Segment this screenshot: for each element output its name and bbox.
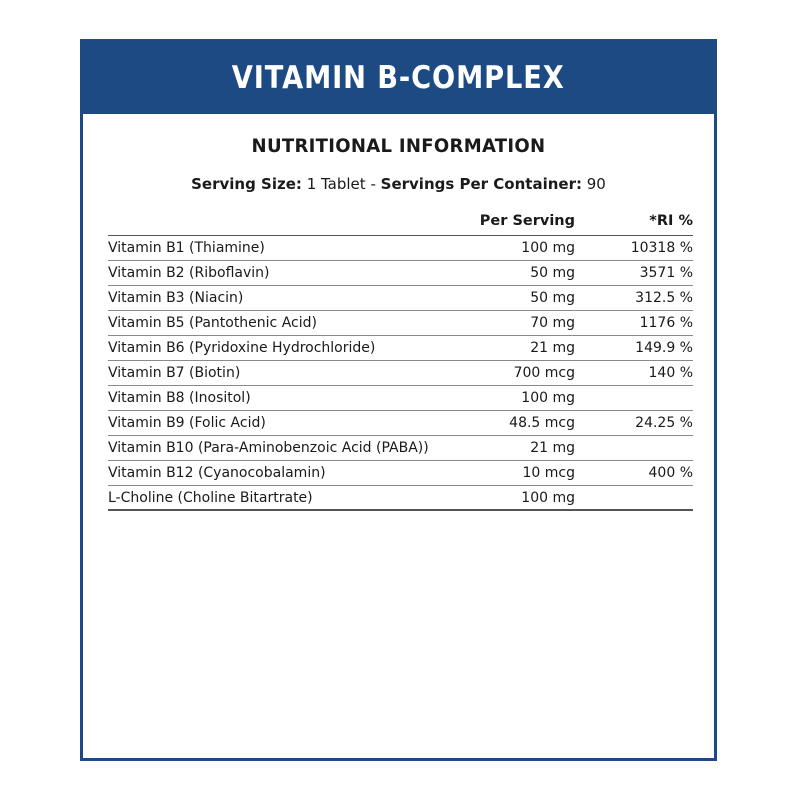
table-row: Vitamin B3 (Niacin) 50 mg 312.5 % [108,286,693,311]
per-serving-value: 100 mg [521,390,575,406]
nutrient-name: Vitamin B12 (Cyanocobalamin) [108,465,326,481]
nutrient-name: Vitamin B3 (Niacin) [108,290,244,306]
per-serving-value: 10 mcg [522,465,576,481]
table-row: Vitamin B2 (Riboflavin) 50 mg 3571 % [108,261,693,286]
ri-value: 400 % [648,465,693,481]
per-serving-value: 50 mg [530,265,575,281]
per-serving-value: 100 mg [521,240,575,256]
ri-value: 149.9 % [635,340,693,356]
header-divider [108,235,693,236]
table-row: Vitamin B10 (Para-Aminobenzoic Acid (PAB… [108,436,693,461]
servings-per-container-label: Servings Per Container: [380,175,582,193]
per-serving-value: 21 mg [530,340,575,356]
servings-per-container-value: 90 [586,175,606,193]
table-row: Vitamin B12 (Cyanocobalamin) 10 mcg 400 % [108,461,693,486]
per-serving-value: 70 mg [530,315,575,331]
per-serving-value: 48.5 mcg [509,415,575,431]
nutrient-name: Vitamin B10 (Para-Aminobenzoic Acid (PAB… [108,440,429,456]
title-banner: VITAMIN B-COMPLEX [83,42,714,114]
table-row: Vitamin B5 (Pantothenic Acid) 70 mg 1176 % [108,311,693,336]
per-serving-value: 700 mcg [513,365,575,381]
serving-size-value: 1 Tablet [306,175,366,193]
header-ri: *RI % [649,213,693,229]
ri-value: 24.25 % [635,415,693,431]
product-title: VITAMIN B-COMPLEX [232,60,565,96]
nutrient-name: Vitamin B6 (Pyridoxine Hydrochloride) [108,340,376,356]
serving-size-label: Serving Size: [191,175,302,193]
nutrient-name: Vitamin B8 (Inositol) [108,390,251,406]
serving-separator: - [370,175,376,193]
per-serving-value: 21 mg [530,440,575,456]
nutritional-information-heading: NUTRITIONAL INFORMATION [251,135,546,157]
per-serving-value: 50 mg [530,290,575,306]
ri-value: 1176 % [639,315,693,331]
nutrition-table: Per Serving *RI % Vitamin B1 (Thiamine) 1… [108,207,693,511]
ri-value: 3571 % [639,265,693,281]
table-row: Vitamin B7 (Biotin) 700 mcg 140 % [108,361,693,386]
ri-value: 10318 % [630,240,693,256]
table-row: L-Choline (Choline Bitartrate) 100 mg [108,486,693,511]
table-row: Vitamin B6 (Pyridoxine Hydrochloride) 21 … [108,336,693,361]
header-per-serving: Per Serving [479,213,575,229]
table-row: Vitamin B8 (Inositol) 100 mg [108,386,693,411]
nutrient-name: Vitamin B2 (Riboflavin) [108,265,270,281]
ri-value: 312.5 % [635,290,693,306]
table-row: Vitamin B9 (Folic Acid) 48.5 mcg 24.25 % [108,411,693,436]
serving-info: Serving Size: 1 Tablet - Servings Per Co… [83,175,714,193]
table-header-row: Per Serving *RI % [108,207,693,235]
nutrient-name: L-Choline (Choline Bitartrate) [108,489,313,506]
nutrient-name: Vitamin B7 (Biotin) [108,365,241,381]
table-row: Vitamin B1 (Thiamine) 100 mg 10318 % [108,236,693,261]
nutrition-label-panel: VITAMIN B-COMPLEX NUTRITIONAL INFORMATIO… [80,39,717,761]
ri-value: 140 % [648,365,693,381]
nutrient-name: Vitamin B1 (Thiamine) [108,240,265,256]
table-body: Vitamin B1 (Thiamine) 100 mg 10318 % Vitami… [108,236,693,511]
nutrient-name: Vitamin B9 (Folic Acid) [108,415,266,431]
nutrient-name: Vitamin B5 (Pantothenic Acid) [108,315,317,331]
per-serving-value: 100 mg [521,489,575,506]
